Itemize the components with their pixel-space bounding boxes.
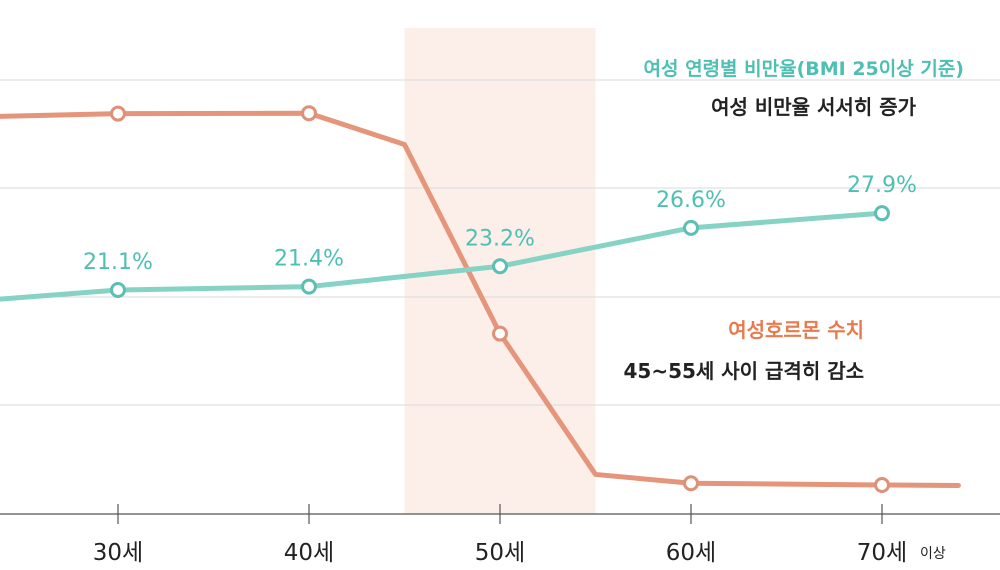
obesity-marker-3 <box>492 258 508 275</box>
obesity-marker-5 <box>874 205 890 222</box>
obesity-data-label-4: 26.6% <box>656 188 726 213</box>
obesity-annotation-text: 여성 비만율 서서히 증가 <box>711 95 916 119</box>
x-tick-label-3: 50세 <box>475 540 525 566</box>
hormone-marker-2 <box>301 105 317 122</box>
x-tick-suffix: 이상 <box>920 546 946 562</box>
obesity-marker-1 <box>110 282 126 298</box>
hormone-marker-5 <box>874 477 890 493</box>
obesity-data-label-2: 21.4% <box>274 247 344 272</box>
obesity-data-label-1: 21.1% <box>83 250 153 275</box>
hormone-marker-1 <box>110 105 126 122</box>
hormone-annotation: 여성호르몬 수치 45~55세 사이 급격히 감소 <box>623 314 864 384</box>
obesity-series-line <box>0 210 885 302</box>
obesity-annotation-title: 여성 연령별 비만율(BMI 25이상 기준) <box>643 58 965 80</box>
obesity-annotation: 여성 연령별 비만율(BMI 25이상 기준) 여성 비만율 서서히 증가 <box>644 54 965 120</box>
obesity-data-label-3: 23.2% <box>465 226 535 251</box>
x-tick-label-1: 30세 <box>93 540 143 566</box>
x-tick-label-4: 60세 <box>666 540 716 566</box>
hormone-annotation-text: 45~55세 사이 급격히 감소 <box>623 359 864 383</box>
obesity-data-label-5: 27.9% <box>847 173 917 198</box>
hormone-marker-3 <box>492 325 508 342</box>
hormone-annotation-title: 여성호르몬 수치 <box>728 318 864 342</box>
obesity-marker-4 <box>683 219 699 236</box>
x-tick-label-2: 40세 <box>284 540 334 566</box>
hormone-marker-4 <box>683 475 699 492</box>
x-tick-label-5: 70세 <box>857 540 907 566</box>
obesity-marker-2 <box>301 278 317 295</box>
